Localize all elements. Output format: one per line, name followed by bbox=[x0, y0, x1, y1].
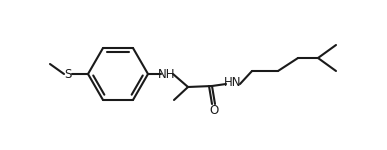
Text: S: S bbox=[64, 68, 72, 81]
Text: NH: NH bbox=[158, 68, 176, 81]
Text: HN: HN bbox=[224, 76, 242, 90]
Text: O: O bbox=[209, 105, 219, 117]
